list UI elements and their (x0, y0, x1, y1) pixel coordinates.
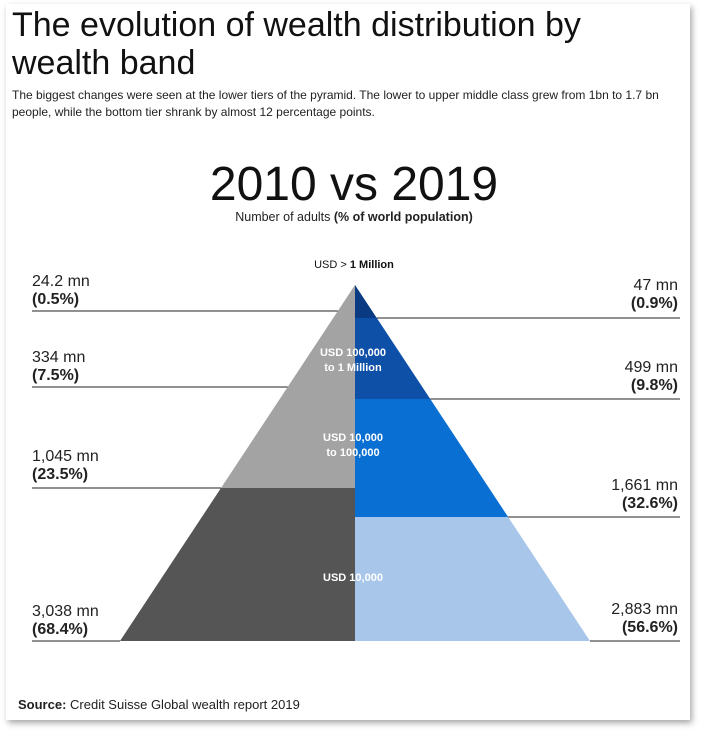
pyramid-2019-band-3 (355, 399, 509, 517)
band-label-4-line-1: USD 10,000 (323, 572, 383, 584)
subtitle: The biggest changes were seen at the low… (12, 88, 659, 119)
top-band-label: USD > 1 Million (314, 259, 394, 271)
label-2010-band-3: 1,045 mn (23.5%) (32, 448, 99, 483)
label-2019-band-2: 499 mn (9.8%) (624, 359, 678, 394)
label-2010-band-2: 334 mn (7.5%) (32, 349, 86, 384)
pyramid-2010-base-region (120, 488, 355, 641)
band-label-2-line-1: USD 100,000 (320, 347, 386, 359)
label-2010-band-4: 3,038 mn (68.4%) (32, 603, 99, 638)
comparison-title: 2010 vs 2019 (209, 158, 499, 211)
label-2010-band-1: 24.2 mn (0.5%) (32, 273, 90, 308)
label-2019-band-1: 47 mn (0.9%) (630, 277, 678, 312)
pyramid-2010-upper-region (220, 285, 355, 488)
pyramid-2019-band-4 (355, 517, 590, 641)
source-note: Source: Credit Suisse Global wealth repo… (18, 697, 300, 712)
pyramid-2019-band-1 (355, 285, 377, 318)
pyramid-2019-band-2 (355, 318, 431, 399)
band-label-3-line-1: USD 10,000 (323, 432, 383, 444)
page-title: The evolution of wealth distribution by … (12, 6, 581, 82)
label-2019-band-3: 1,661 mn (32.6%) (611, 477, 678, 512)
unit-note: Number of adults (% of world population) (235, 210, 473, 224)
band-label-2-line-2: to 1 Million (324, 362, 382, 374)
label-2019-band-4: 2,883 mn (56.6%) (611, 601, 678, 636)
band-label-3-line-2: to 100,000 (326, 447, 379, 459)
